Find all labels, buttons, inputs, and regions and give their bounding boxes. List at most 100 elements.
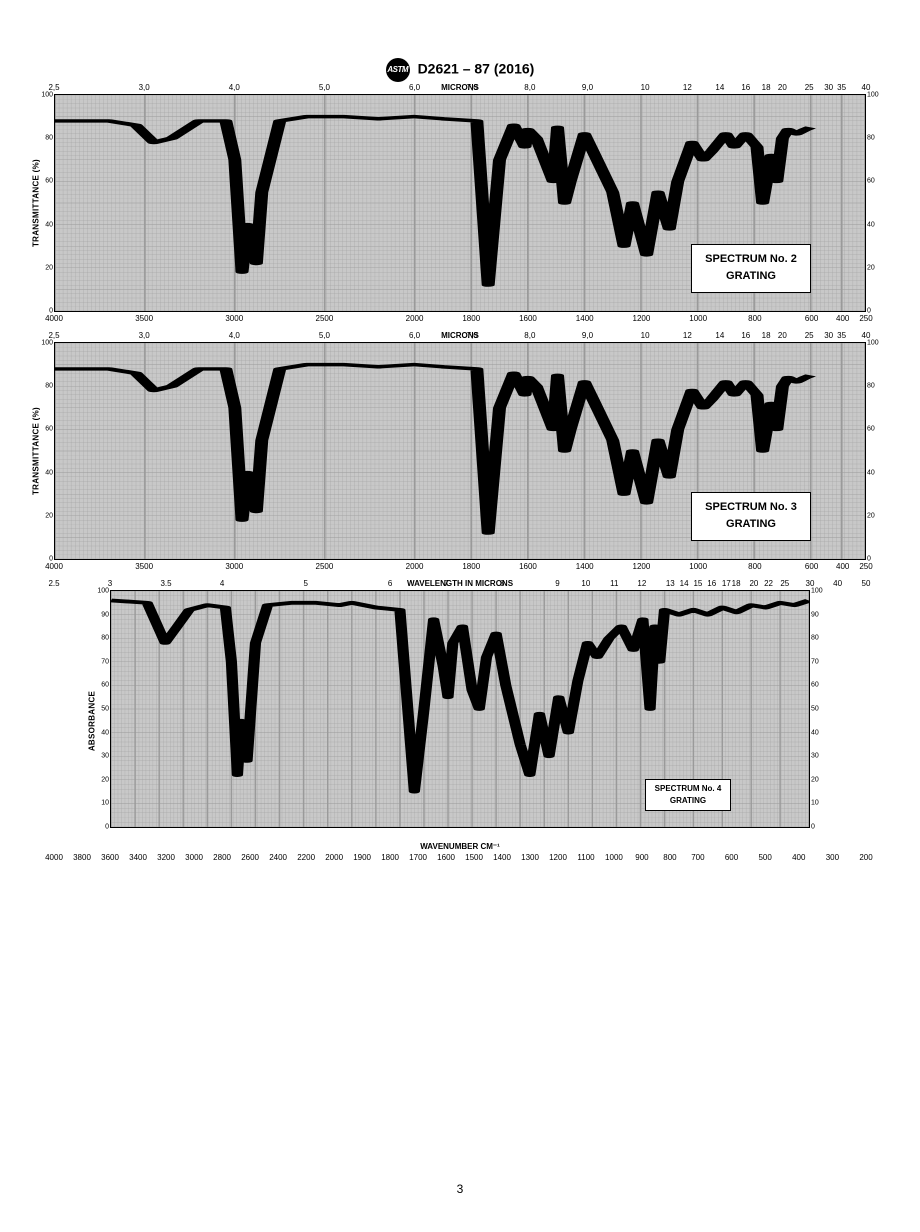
axis-tick: 16 bbox=[741, 331, 750, 340]
axis-tick: 12 bbox=[683, 331, 692, 340]
axis-tick: 4,0 bbox=[229, 331, 240, 340]
axis-tick: 1500 bbox=[465, 853, 483, 862]
astm-logo-icon: ASTM bbox=[386, 58, 410, 82]
axis-tick: 400 bbox=[836, 314, 849, 323]
axis-tick: 12 bbox=[683, 83, 692, 92]
axis-tick: 4000 bbox=[45, 314, 63, 323]
top-axis-ticks-4: 2.533.5456789101112131415161718202225304… bbox=[54, 579, 866, 589]
spectrum-2-label-box: SPECTRUM No. 2 GRATING bbox=[691, 244, 811, 293]
axis-tick: 22 bbox=[764, 579, 773, 588]
charts-container: MICRONS 2,53,04,05,06,07,08,09,010121416… bbox=[0, 90, 920, 851]
axis-tick: 1200 bbox=[633, 314, 651, 323]
axis-tick: 25 bbox=[805, 331, 814, 340]
ytick: 10 bbox=[811, 800, 825, 807]
axis-tick: 16 bbox=[707, 579, 716, 588]
ytick: 60 bbox=[41, 426, 53, 433]
axis-tick: 18 bbox=[732, 579, 741, 588]
ytick: 90 bbox=[97, 611, 109, 618]
spectrum-3-line1: SPECTRUM No. 3 bbox=[694, 499, 808, 517]
plot-area-3: SPECTRUM No. 3 GRATING 00202040406060808… bbox=[54, 342, 866, 560]
ytick: 80 bbox=[41, 383, 53, 390]
ytick: 20 bbox=[41, 512, 53, 519]
bottom-axis-ticks-4: 4000380036003400320030002800260024002200… bbox=[54, 853, 866, 863]
axis-tick: 12 bbox=[637, 579, 646, 588]
axis-tick: 7 bbox=[444, 579, 448, 588]
axis-tick: 13 bbox=[666, 579, 675, 588]
ytick: 30 bbox=[97, 753, 109, 760]
plot-area-4: SPECTRUM No. 4 GRATING 00101020203030404… bbox=[110, 590, 810, 828]
axis-tick: 3,0 bbox=[139, 331, 150, 340]
axis-tick: 800 bbox=[663, 853, 676, 862]
ytick: 80 bbox=[867, 135, 881, 142]
axis-tick: 400 bbox=[836, 562, 849, 571]
axis-tick: 1900 bbox=[353, 853, 371, 862]
ytick: 60 bbox=[97, 682, 109, 689]
axis-tick: 4000 bbox=[45, 562, 63, 571]
ytick: 60 bbox=[867, 178, 881, 185]
axis-tick: 250 bbox=[859, 314, 872, 323]
plot-area-2: SPECTRUM No. 2 GRATING 00202040406060808… bbox=[54, 94, 866, 312]
axis-tick: 18 bbox=[762, 83, 771, 92]
ytick: 40 bbox=[811, 729, 825, 736]
axis-tick: 3200 bbox=[157, 853, 175, 862]
spectrum-2-line2: GRATING bbox=[694, 268, 808, 286]
ytick: 80 bbox=[811, 635, 825, 642]
ytick: 60 bbox=[867, 426, 881, 433]
axis-tick: 2000 bbox=[406, 314, 424, 323]
ytick: 80 bbox=[41, 135, 53, 142]
axis-tick: 7,0 bbox=[467, 83, 478, 92]
ytick: 20 bbox=[811, 776, 825, 783]
axis-tick: 20 bbox=[778, 331, 787, 340]
ytick: 70 bbox=[97, 658, 109, 665]
axis-tick: 1000 bbox=[689, 314, 707, 323]
axis-tick: 25 bbox=[805, 83, 814, 92]
axis-tick: 1400 bbox=[576, 562, 594, 571]
axis-tick: 17 bbox=[722, 579, 731, 588]
axis-tick: 2500 bbox=[315, 562, 333, 571]
axis-tick: 6,0 bbox=[409, 83, 420, 92]
top-axis-ticks-2: 2,53,04,05,06,07,08,09,01012141618202530… bbox=[54, 83, 866, 93]
bottom-axis-ticks-2: 4000350030002500200018001600140012001000… bbox=[54, 314, 866, 324]
axis-tick: 5 bbox=[303, 579, 307, 588]
axis-tick: 1000 bbox=[689, 562, 707, 571]
ytick: 100 bbox=[41, 92, 53, 99]
axis-tick: 2400 bbox=[269, 853, 287, 862]
ytick: 40 bbox=[867, 221, 881, 228]
ytick: 20 bbox=[41, 264, 53, 271]
axis-tick: 3,0 bbox=[139, 83, 150, 92]
axis-tick: 9,0 bbox=[582, 331, 593, 340]
axis-tick: 7,0 bbox=[467, 331, 478, 340]
axis-tick: 2800 bbox=[213, 853, 231, 862]
axis-tick: 4000 bbox=[45, 853, 63, 862]
axis-tick: 1600 bbox=[437, 853, 455, 862]
bottom-axis-ticks-3: 4000350030002500200018001600140012001000… bbox=[54, 562, 866, 572]
ytick: 0 bbox=[97, 824, 109, 831]
axis-tick: 3000 bbox=[225, 314, 243, 323]
spectrum-4-line2: GRATING bbox=[647, 795, 729, 807]
ytick: 50 bbox=[97, 706, 109, 713]
doc-id: D2621 – 87 (2016) bbox=[418, 61, 535, 77]
axis-tick: 6,0 bbox=[409, 331, 420, 340]
spectrum-4-line1: SPECTRUM No. 4 bbox=[647, 783, 729, 795]
wavenumber-axis-label: WAVENUMBER CM⁻¹ bbox=[110, 842, 810, 851]
ytick: 80 bbox=[867, 383, 881, 390]
axis-tick: 500 bbox=[758, 853, 771, 862]
ytick: 100 bbox=[811, 588, 825, 595]
absorbance-ylabel: ABSORBANCE bbox=[88, 690, 97, 750]
ytick: 80 bbox=[97, 635, 109, 642]
axis-tick: 3500 bbox=[135, 314, 153, 323]
axis-tick: 3400 bbox=[129, 853, 147, 862]
ytick: 40 bbox=[41, 469, 53, 476]
axis-tick: 30 bbox=[824, 83, 833, 92]
axis-tick: 1600 bbox=[519, 314, 537, 323]
axis-tick: 250 bbox=[859, 562, 872, 571]
axis-tick: 600 bbox=[805, 314, 818, 323]
spectrum-2-chart: MICRONS 2,53,04,05,06,07,08,09,010121416… bbox=[54, 94, 866, 312]
axis-tick: 1800 bbox=[462, 562, 480, 571]
ytick: 100 bbox=[867, 340, 881, 347]
axis-tick: 8,0 bbox=[524, 331, 535, 340]
axis-tick: 25 bbox=[780, 579, 789, 588]
axis-tick: 6 bbox=[388, 579, 392, 588]
axis-tick: 1200 bbox=[549, 853, 567, 862]
ytick: 20 bbox=[97, 776, 109, 783]
